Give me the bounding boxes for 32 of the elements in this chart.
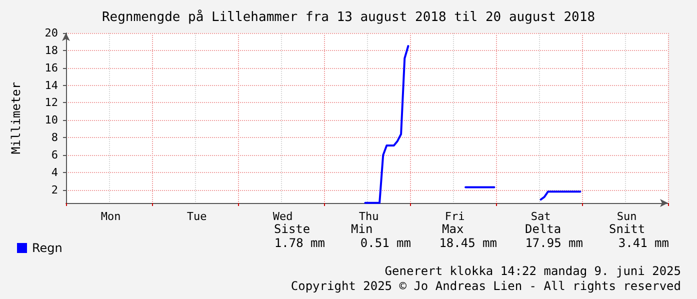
x-tick-label: Thu — [358, 210, 379, 223]
y-tick-label: 10 — [44, 114, 58, 127]
legend-label: Regn — [32, 241, 62, 255]
text: 0.51 mm — [360, 236, 412, 250]
y-tick-label: 16 — [44, 61, 58, 74]
x-tick-label: Wed — [272, 210, 293, 223]
x-tick-label: Tue — [186, 210, 207, 223]
text: 17.95 mm — [525, 236, 583, 250]
y-tick-label: 18 — [44, 44, 58, 57]
text: Generert klokka 14:22 mandag 9. juni 2025 — [384, 264, 682, 278]
text: 18.45 mm — [439, 236, 497, 250]
text: 1.78 mm — [274, 236, 326, 250]
x-tick-label: Sun — [616, 210, 637, 223]
y-tick-label: 20 — [44, 26, 58, 40]
chart-title: Regnmengde på Lillehammer fra 13 august 2018 til 20 august 2018 — [102, 9, 596, 25]
y-tick-label: 12 — [44, 96, 58, 110]
y-axis-title: Millimeter — [9, 82, 23, 154]
text: 3.41 mm — [618, 236, 670, 250]
y-tick-label: 4 — [51, 166, 58, 179]
x-tick-label: Fri — [444, 210, 465, 223]
text: Max — [442, 222, 464, 236]
y-tick-label: 6 — [51, 148, 58, 162]
text: Snitt — [609, 222, 646, 236]
y-tick-label: 8 — [51, 131, 58, 144]
text: Copyright 2025 © Jo Andreas Lien - All rights reserved — [290, 279, 682, 293]
x-tick-label: Mon — [100, 210, 121, 223]
y-tick-label: 14 — [44, 78, 58, 92]
text: Min — [351, 222, 373, 236]
x-tick-label: Sat — [530, 210, 551, 223]
text: Delta — [525, 222, 562, 236]
y-tick-label: 2 — [51, 183, 58, 196]
text: Siste — [274, 222, 310, 236]
